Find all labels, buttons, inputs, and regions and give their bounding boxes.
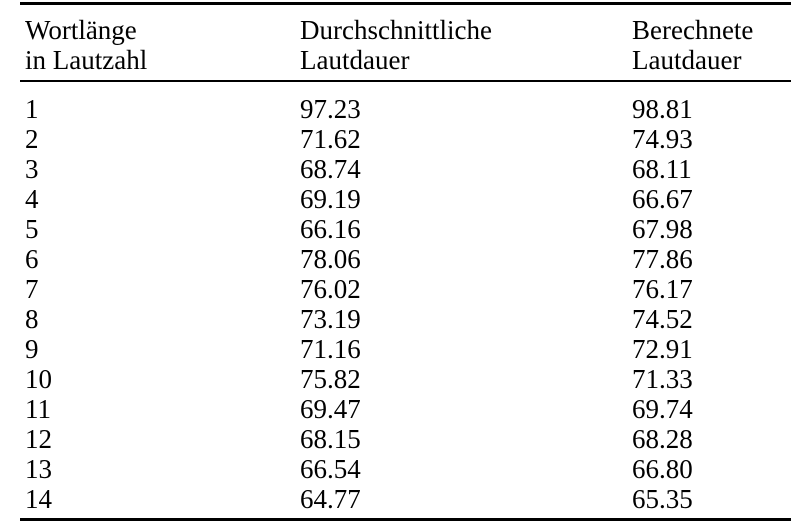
cell-berechnete-lautdauer: 69.74	[632, 394, 693, 424]
data-table: Wortlänge in Lautzahl Durchschnittliche …	[20, 2, 791, 521]
column-header-wortlaenge-line1: Wortlänge	[25, 15, 137, 45]
cell-berechnete-lautdauer: 66.67	[632, 184, 693, 214]
cell-wortlaenge: 14	[25, 484, 52, 514]
cell-berechnete-lautdauer: 72.91	[632, 334, 693, 364]
table-row: 12 68.15 68.28	[20, 424, 791, 454]
cell-wortlaenge: 5	[25, 214, 39, 244]
table-row: 3 68.74 68.11	[20, 154, 791, 184]
cell-wortlaenge: 9	[25, 334, 39, 364]
cell-berechnete-lautdauer: 74.93	[632, 124, 693, 154]
column-header-berechnete-lautdauer: Berechnete Lautdauer	[632, 15, 791, 75]
cell-wortlaenge: 7	[25, 274, 39, 304]
cell-wortlaenge: 8	[25, 304, 39, 334]
cell-berechnete-lautdauer: 71.33	[632, 364, 693, 394]
cell-durchschnittliche-lautdauer: 78.06	[300, 244, 361, 274]
table-row: 4 69.19 66.67	[20, 184, 791, 214]
cell-durchschnittliche-lautdauer: 66.16	[300, 214, 361, 244]
table-row: 14 64.77 65.35	[20, 484, 791, 514]
cell-durchschnittliche-lautdauer: 71.16	[300, 334, 361, 364]
cell-durchschnittliche-lautdauer: 66.54	[300, 454, 361, 484]
cell-wortlaenge: 1	[25, 94, 39, 124]
cell-durchschnittliche-lautdauer: 97.23	[300, 94, 361, 124]
cell-berechnete-lautdauer: 98.81	[632, 94, 693, 124]
table-body: 1 97.23 98.81 2 71.62 74.93 3 68.74 68.1…	[20, 82, 791, 521]
table-row: 7 76.02 76.17	[20, 274, 791, 304]
table-row: 5 66.16 67.98	[20, 214, 791, 244]
cell-durchschnittliche-lautdauer: 69.47	[300, 394, 361, 424]
column-header-durchschnittliche-line2: Lautdauer	[300, 45, 410, 75]
cell-berechnete-lautdauer: 67.98	[632, 214, 693, 244]
column-header-wortlaenge-line2: in Lautzahl	[25, 45, 148, 75]
column-header-berechnete-line1: Berechnete	[632, 15, 754, 45]
table-row: 8 73.19 74.52	[20, 304, 791, 334]
cell-durchschnittliche-lautdauer: 68.74	[300, 154, 361, 184]
cell-wortlaenge: 2	[25, 124, 39, 154]
cell-berechnete-lautdauer: 77.86	[632, 244, 693, 274]
cell-berechnete-lautdauer: 65.35	[632, 484, 693, 514]
table-row: 13 66.54 66.80	[20, 454, 791, 484]
cell-wortlaenge: 10	[25, 364, 52, 394]
table-row: 10 75.82 71.33	[20, 364, 791, 394]
cell-durchschnittliche-lautdauer: 71.62	[300, 124, 361, 154]
column-header-berechnete-line2: Lautdauer	[632, 45, 742, 75]
cell-durchschnittliche-lautdauer: 73.19	[300, 304, 361, 334]
cell-wortlaenge: 3	[25, 154, 39, 184]
cell-wortlaenge: 11	[25, 394, 51, 424]
cell-durchschnittliche-lautdauer: 75.82	[300, 364, 361, 394]
table-row: 9 71.16 72.91	[20, 334, 791, 364]
column-header-durchschnittliche-line1: Durchschnittliche	[300, 15, 492, 45]
cell-berechnete-lautdauer: 68.11	[632, 154, 692, 184]
column-header-durchschnittliche-lautdauer: Durchschnittliche Lautdauer	[300, 15, 632, 75]
cell-durchschnittliche-lautdauer: 64.77	[300, 484, 361, 514]
table-row: 11 69.47 69.74	[20, 394, 791, 424]
cell-durchschnittliche-lautdauer: 69.19	[300, 184, 361, 214]
table-row: 6 78.06 77.86	[20, 244, 791, 274]
cell-berechnete-lautdauer: 76.17	[632, 274, 693, 304]
cell-berechnete-lautdauer: 74.52	[632, 304, 693, 334]
table-row: 1 97.23 98.81	[20, 94, 791, 124]
table-header-row: Wortlänge in Lautzahl Durchschnittliche …	[20, 5, 791, 82]
cell-wortlaenge: 12	[25, 424, 52, 454]
cell-wortlaenge: 4	[25, 184, 39, 214]
cell-berechnete-lautdauer: 68.28	[632, 424, 693, 454]
table-row: 2 71.62 74.93	[20, 124, 791, 154]
cell-berechnete-lautdauer: 66.80	[632, 454, 693, 484]
cell-wortlaenge: 6	[25, 244, 39, 274]
column-header-wortlaenge: Wortlänge in Lautzahl	[20, 15, 300, 75]
cell-durchschnittliche-lautdauer: 68.15	[300, 424, 361, 454]
cell-durchschnittliche-lautdauer: 76.02	[300, 274, 361, 304]
cell-wortlaenge: 13	[25, 454, 52, 484]
